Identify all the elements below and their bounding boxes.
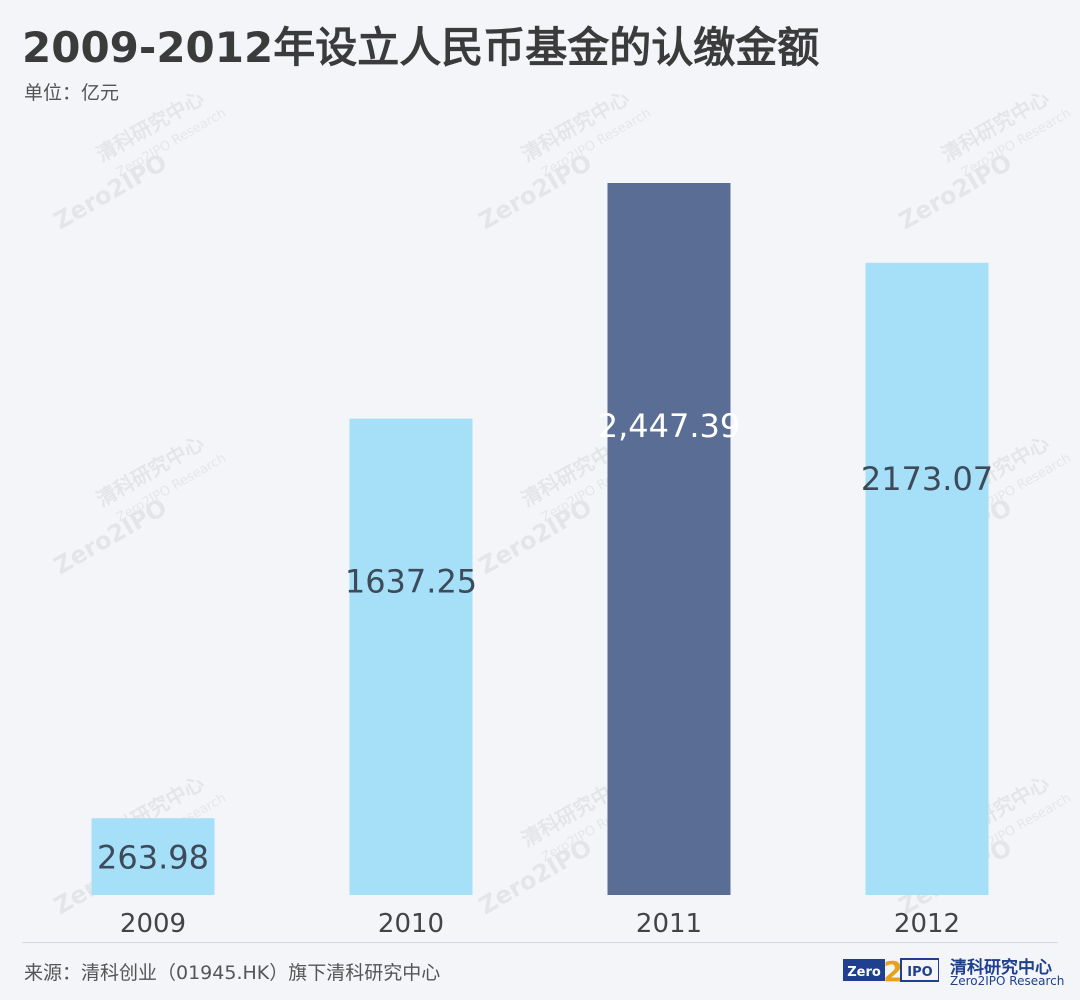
chart-title: 2009-2012年设立人民币基金的认缴金额 <box>22 23 820 72</box>
bar-2009 <box>91 818 215 895</box>
x-tick-label-2009: 2009 <box>120 909 186 939</box>
bar-2011 <box>607 183 731 895</box>
brand-name-cn: 清科研究中心 <box>950 958 1052 978</box>
footer-divider <box>22 942 1058 943</box>
data-label-2009: 263.98 <box>97 839 209 877</box>
brand-name-en: Zero2IPO Research <box>950 974 1065 988</box>
svg-text:2: 2 <box>883 955 902 985</box>
source-note: 来源：清科创业（01945.HK）旗下清科研究中心 <box>24 962 441 984</box>
zero2ipo-logo: Zero 2 IPO <box>843 955 939 985</box>
bar-2010 <box>349 418 473 895</box>
data-label-2011: 2,447.39 <box>598 407 741 445</box>
x-axis-labels: 2009 2010 2011 2012 <box>120 909 960 939</box>
data-label-2010: 1637.25 <box>345 563 477 601</box>
svg-text:Zero: Zero <box>847 965 881 980</box>
svg-text:IPO: IPO <box>907 965 932 980</box>
x-tick-label-2011: 2011 <box>636 909 702 939</box>
x-tick-label-2010: 2010 <box>378 909 444 939</box>
bars-group: 263.98 1637.25 2,447.39 2173.07 <box>91 183 993 895</box>
data-label-2012: 2173.07 <box>861 460 993 498</box>
bar-2012 <box>865 262 989 895</box>
x-tick-label-2012: 2012 <box>894 909 960 939</box>
unit-label: 单位：亿元 <box>24 82 120 104</box>
